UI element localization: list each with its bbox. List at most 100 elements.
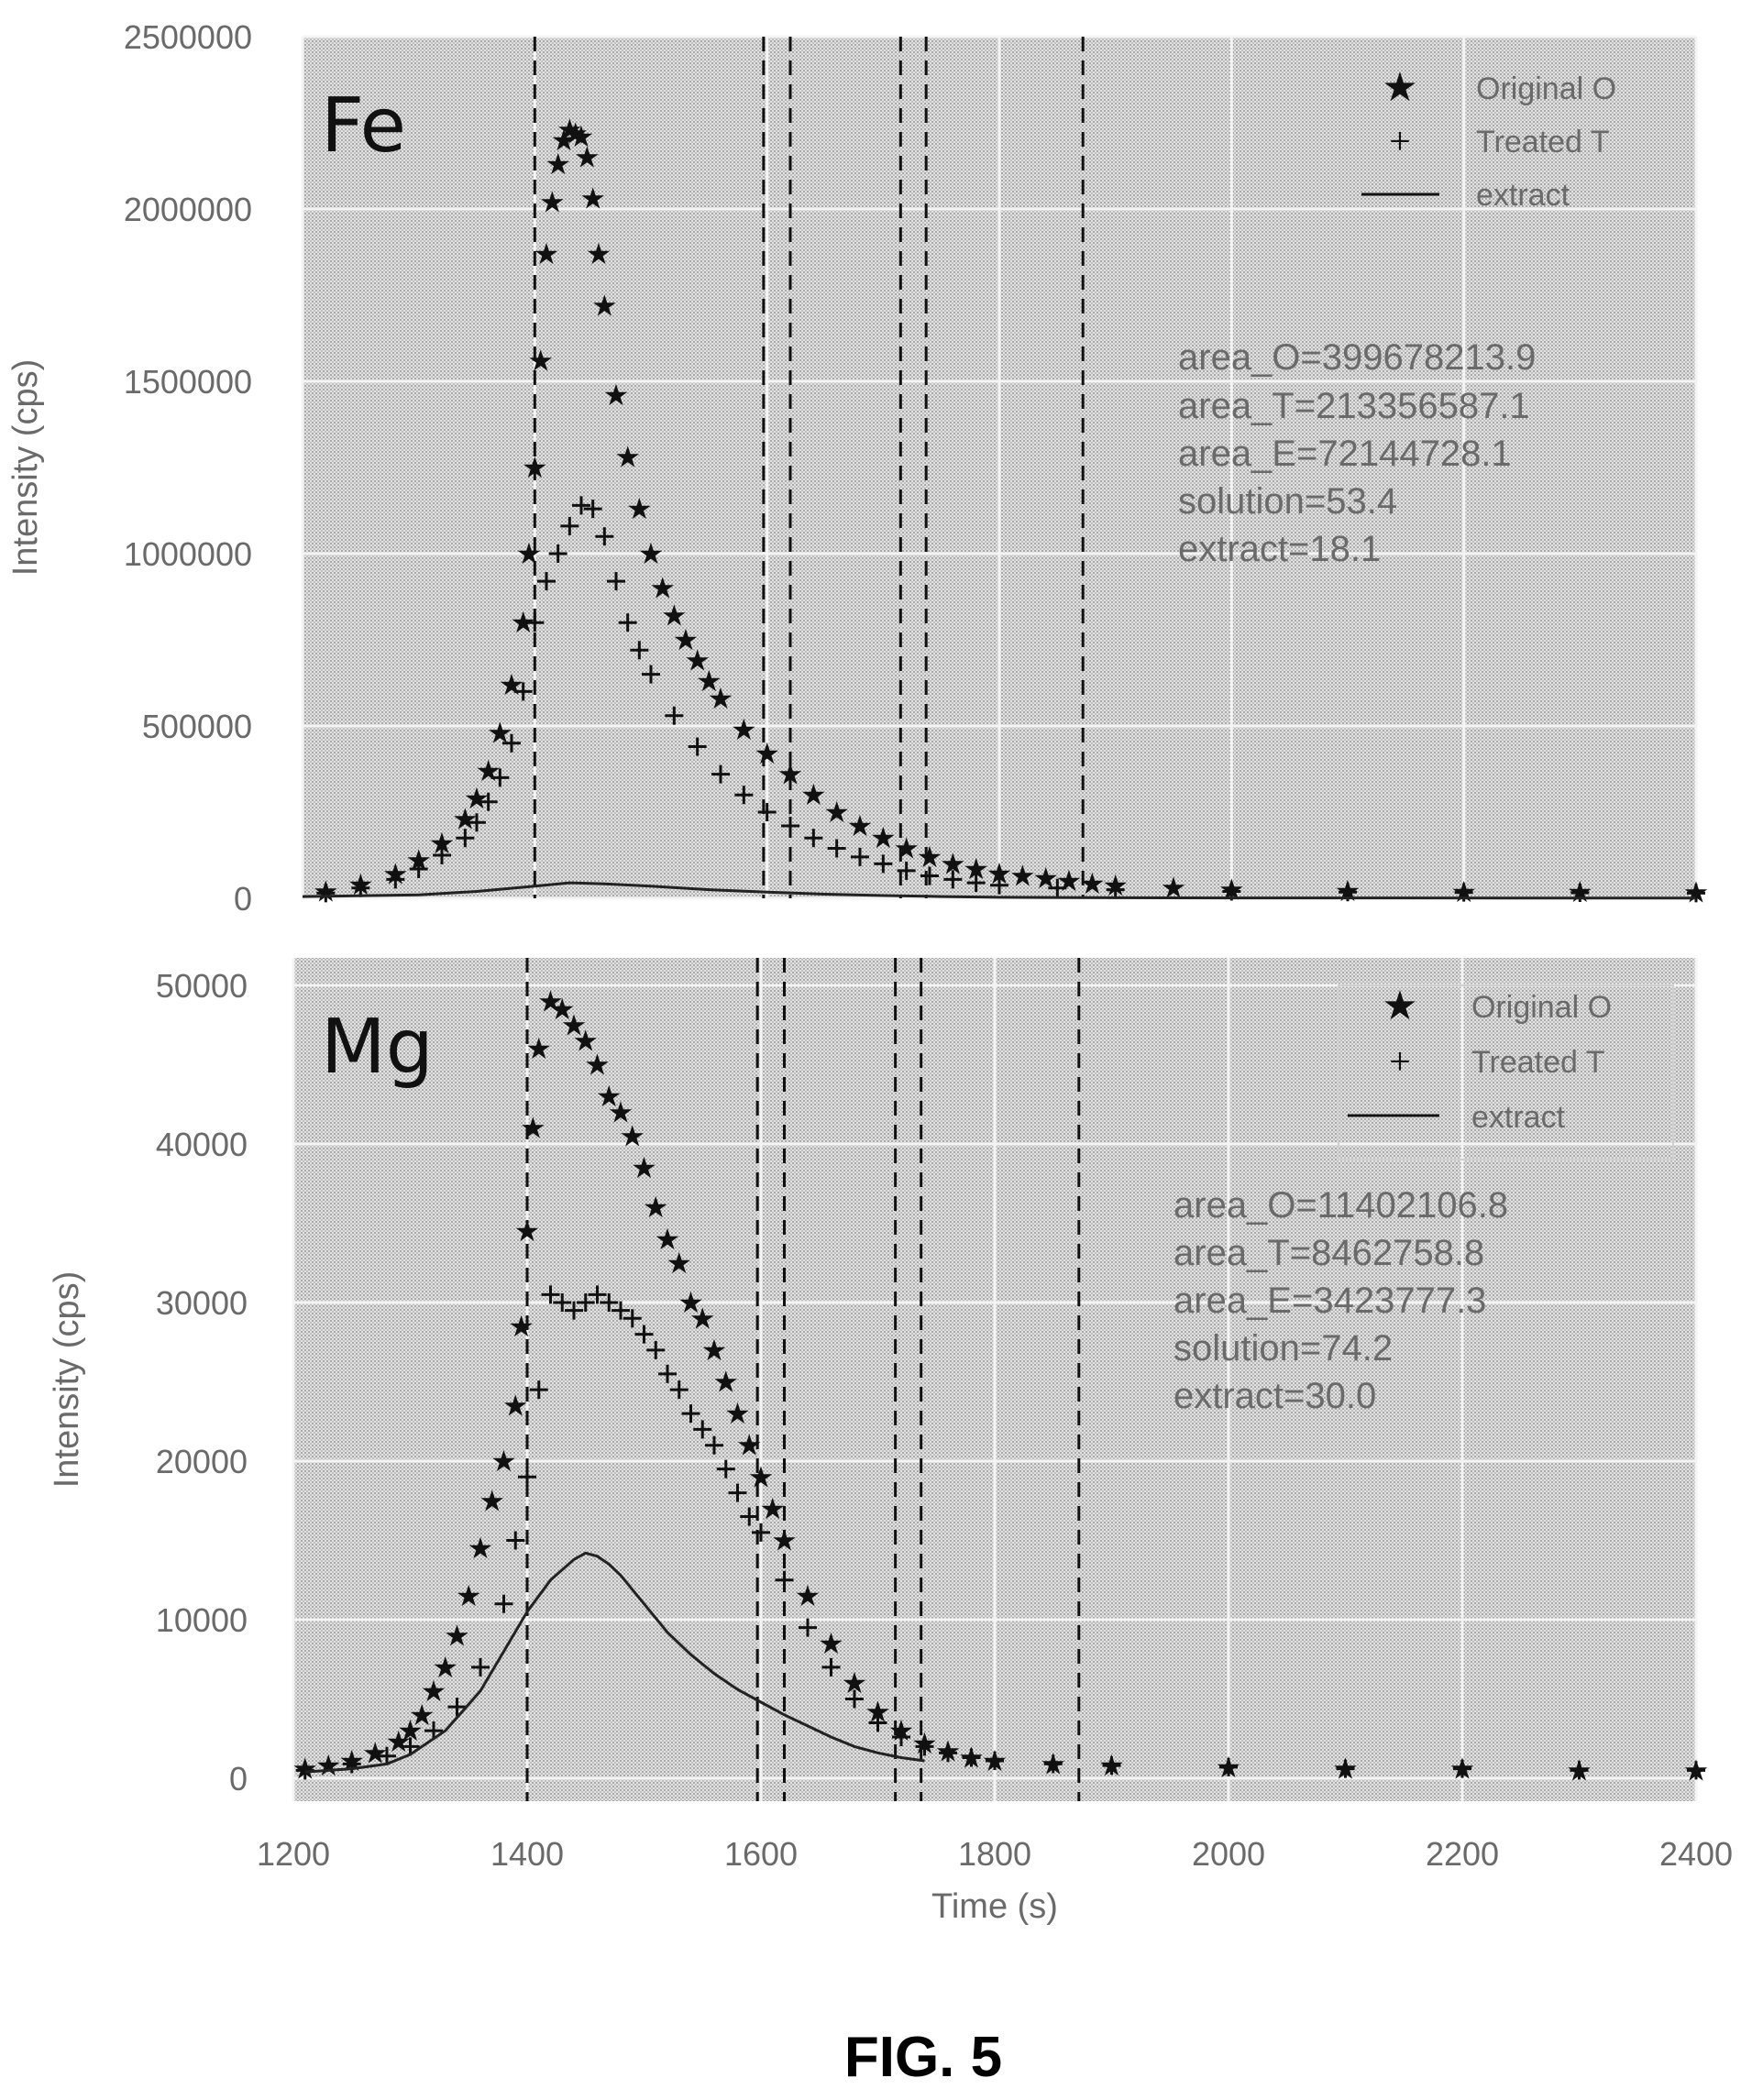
mg-treated-t-point — [447, 1698, 467, 1717]
fe-series-extract-line — [302, 881, 1697, 900]
mg-treated-t-point — [669, 1380, 689, 1400]
fe-original-o-point: ★ — [591, 289, 618, 322]
fe-original-o-point: ★ — [684, 644, 711, 677]
fe-original-o-point: ★ — [614, 441, 641, 474]
fe-treated-t-point — [572, 496, 590, 515]
fe-treated-t-point — [1106, 880, 1125, 899]
mg-legend-star-marker: ★ — [1382, 984, 1417, 1028]
mg-treated-t-point — [634, 1325, 654, 1344]
fe-legend: ★ Original O + Treated T extract — [1361, 65, 1616, 213]
mg-original-o-point: ★ — [631, 1151, 657, 1184]
mg-treated-t-point — [1336, 1759, 1355, 1778]
fe-original-o-point: ★ — [626, 492, 653, 525]
mg-series: ★★★★★★★★★★★★★★★★★★★★★★★★★★★★★★★★★★★★★★★★… — [292, 984, 1709, 1787]
fe-treated-t-point — [548, 544, 567, 563]
fe-original-o-point: ★ — [534, 237, 560, 270]
mg-treated-t-point — [612, 1301, 630, 1320]
mg-treated-t-point — [693, 1420, 712, 1439]
fe-vlines — [533, 37, 1085, 898]
mg-original-o-point: ★ — [748, 1460, 775, 1493]
fe-treated-t-point — [874, 854, 893, 874]
mg-annotation-area-e: area_E=3423777.3 — [1174, 1281, 1486, 1321]
mg-treated-t-point — [588, 1285, 607, 1304]
mg-treated-t-point — [752, 1523, 770, 1542]
fe-original-o-point: ★ — [464, 782, 490, 815]
fe-original-o-point: ★ — [516, 537, 543, 570]
fe-legend-star-marker: ★ — [1382, 65, 1417, 110]
mg-treated-t-point — [728, 1483, 747, 1502]
fe-original-o-point: ★ — [731, 713, 757, 746]
mg-original-o-point: ★ — [678, 1286, 704, 1319]
fe-treated-t-point — [583, 500, 602, 519]
fe-original-o-point: ★ — [696, 665, 722, 698]
x-tick-1600: 1600 — [724, 1835, 798, 1873]
fe-original-o-point: ★ — [551, 124, 578, 157]
mg-treated-t-point — [506, 1531, 525, 1550]
mg-treated-t-point — [494, 1594, 513, 1613]
mg-original-o-point: ★ — [736, 1429, 763, 1462]
mg-original-o-point: ★ — [584, 1049, 611, 1082]
fe-treated-t-point — [479, 792, 498, 811]
fe-y-tick-0: 0 — [234, 880, 252, 918]
mg-treated-t-point — [576, 1293, 595, 1312]
fe-legend-label-extract: extract — [1476, 178, 1570, 213]
mg-original-o-point: ★ — [689, 1302, 716, 1335]
mg-original-o-point: ★ — [655, 1223, 681, 1256]
fe-original-o-point: ★ — [545, 148, 571, 181]
mg-treated-t-point — [541, 1285, 560, 1304]
mg-original-o-point: ★ — [514, 1215, 541, 1248]
fe-treated-t-point — [1687, 884, 1705, 903]
mg-annotation-area-t: area_T=8462758.8 — [1174, 1233, 1484, 1273]
mg-legend-box — [1338, 984, 1674, 1160]
mg-vlines — [525, 958, 1081, 1801]
x-axis-label: Time (s) — [931, 1887, 1058, 1926]
mg-original-o-point: ★ — [432, 1651, 458, 1684]
mg-legend-plus-marker: + — [1389, 1041, 1411, 1083]
mg-treated-t-point — [716, 1459, 735, 1479]
fe-treated-t-point — [966, 874, 986, 893]
mg-original-o-point: ★ — [315, 1749, 342, 1782]
fe-treated-t-point — [943, 870, 963, 889]
mg-treated-t-point — [1219, 1757, 1238, 1776]
mg-original-o-point: ★ — [759, 1492, 786, 1525]
x-tick-2200: 2200 — [1426, 1835, 1499, 1873]
fe-treated-t-point — [607, 572, 625, 591]
fe-original-o-point: ★ — [870, 821, 897, 854]
fe-panel: ★ ★ ★★★★★★★★★★★★★★★★★★★★★★★★★★★★★★★★★★★★★★… — [6, 18, 1709, 918]
mg-original-o-point: ★ — [561, 1008, 588, 1041]
mg-treated-t-point — [1687, 1761, 1705, 1780]
mg-y-tick-40000: 40000 — [156, 1126, 248, 1163]
mg-original-o-point: ★ — [619, 1119, 645, 1152]
fe-treated-t-point — [386, 870, 405, 889]
mg-panel: ★★★★★★★★★★★★★★★★★★★★★★★★★★★★★★★★★★★★★★★★… — [48, 958, 1709, 1801]
mg-treated-t-point — [565, 1301, 583, 1320]
fe-original-o-point: ★ — [556, 114, 583, 147]
fe-treated-t-point — [781, 817, 799, 836]
mg-legend: ★ Original O + Treated T extract — [1338, 984, 1674, 1160]
mg-original-o-point: ★ — [520, 1112, 546, 1145]
fe-treated-t-point — [734, 786, 754, 805]
fe-original-o-point: ★ — [649, 572, 676, 605]
fe-treated-t-point — [433, 846, 451, 864]
mg-original-o-point: ★ — [596, 1080, 623, 1113]
fe-treated-t-point — [711, 764, 730, 784]
fe-treated-t-point — [990, 875, 1008, 895]
fe-treated-t-point — [630, 641, 649, 660]
fe-treated-t-point — [560, 516, 579, 535]
mg-treated-t-point — [600, 1293, 619, 1312]
fe-treated-t-point — [851, 847, 869, 866]
mg-treated-t-point — [939, 1743, 957, 1763]
mg-original-o-point: ★ — [643, 1191, 669, 1224]
fe-original-o-point: ★ — [562, 116, 589, 149]
fe-y-axis-label: Intensity (cps) — [6, 359, 45, 577]
mg-original-o-point: ★ — [795, 1579, 821, 1612]
mg-original-o-point: ★ — [444, 1619, 470, 1652]
mg-treated-t-point — [1453, 1759, 1471, 1778]
mg-original-o-point: ★ — [468, 1532, 494, 1565]
fe-treated-t-point — [595, 527, 614, 546]
mg-original-o-point: ★ — [666, 1247, 692, 1280]
mg-y-tick-30000: 30000 — [156, 1284, 248, 1322]
mg-treated-t-point — [775, 1570, 794, 1589]
fe-original-o-point: ★ — [539, 185, 566, 218]
x-tick-1400: 1400 — [490, 1835, 564, 1873]
